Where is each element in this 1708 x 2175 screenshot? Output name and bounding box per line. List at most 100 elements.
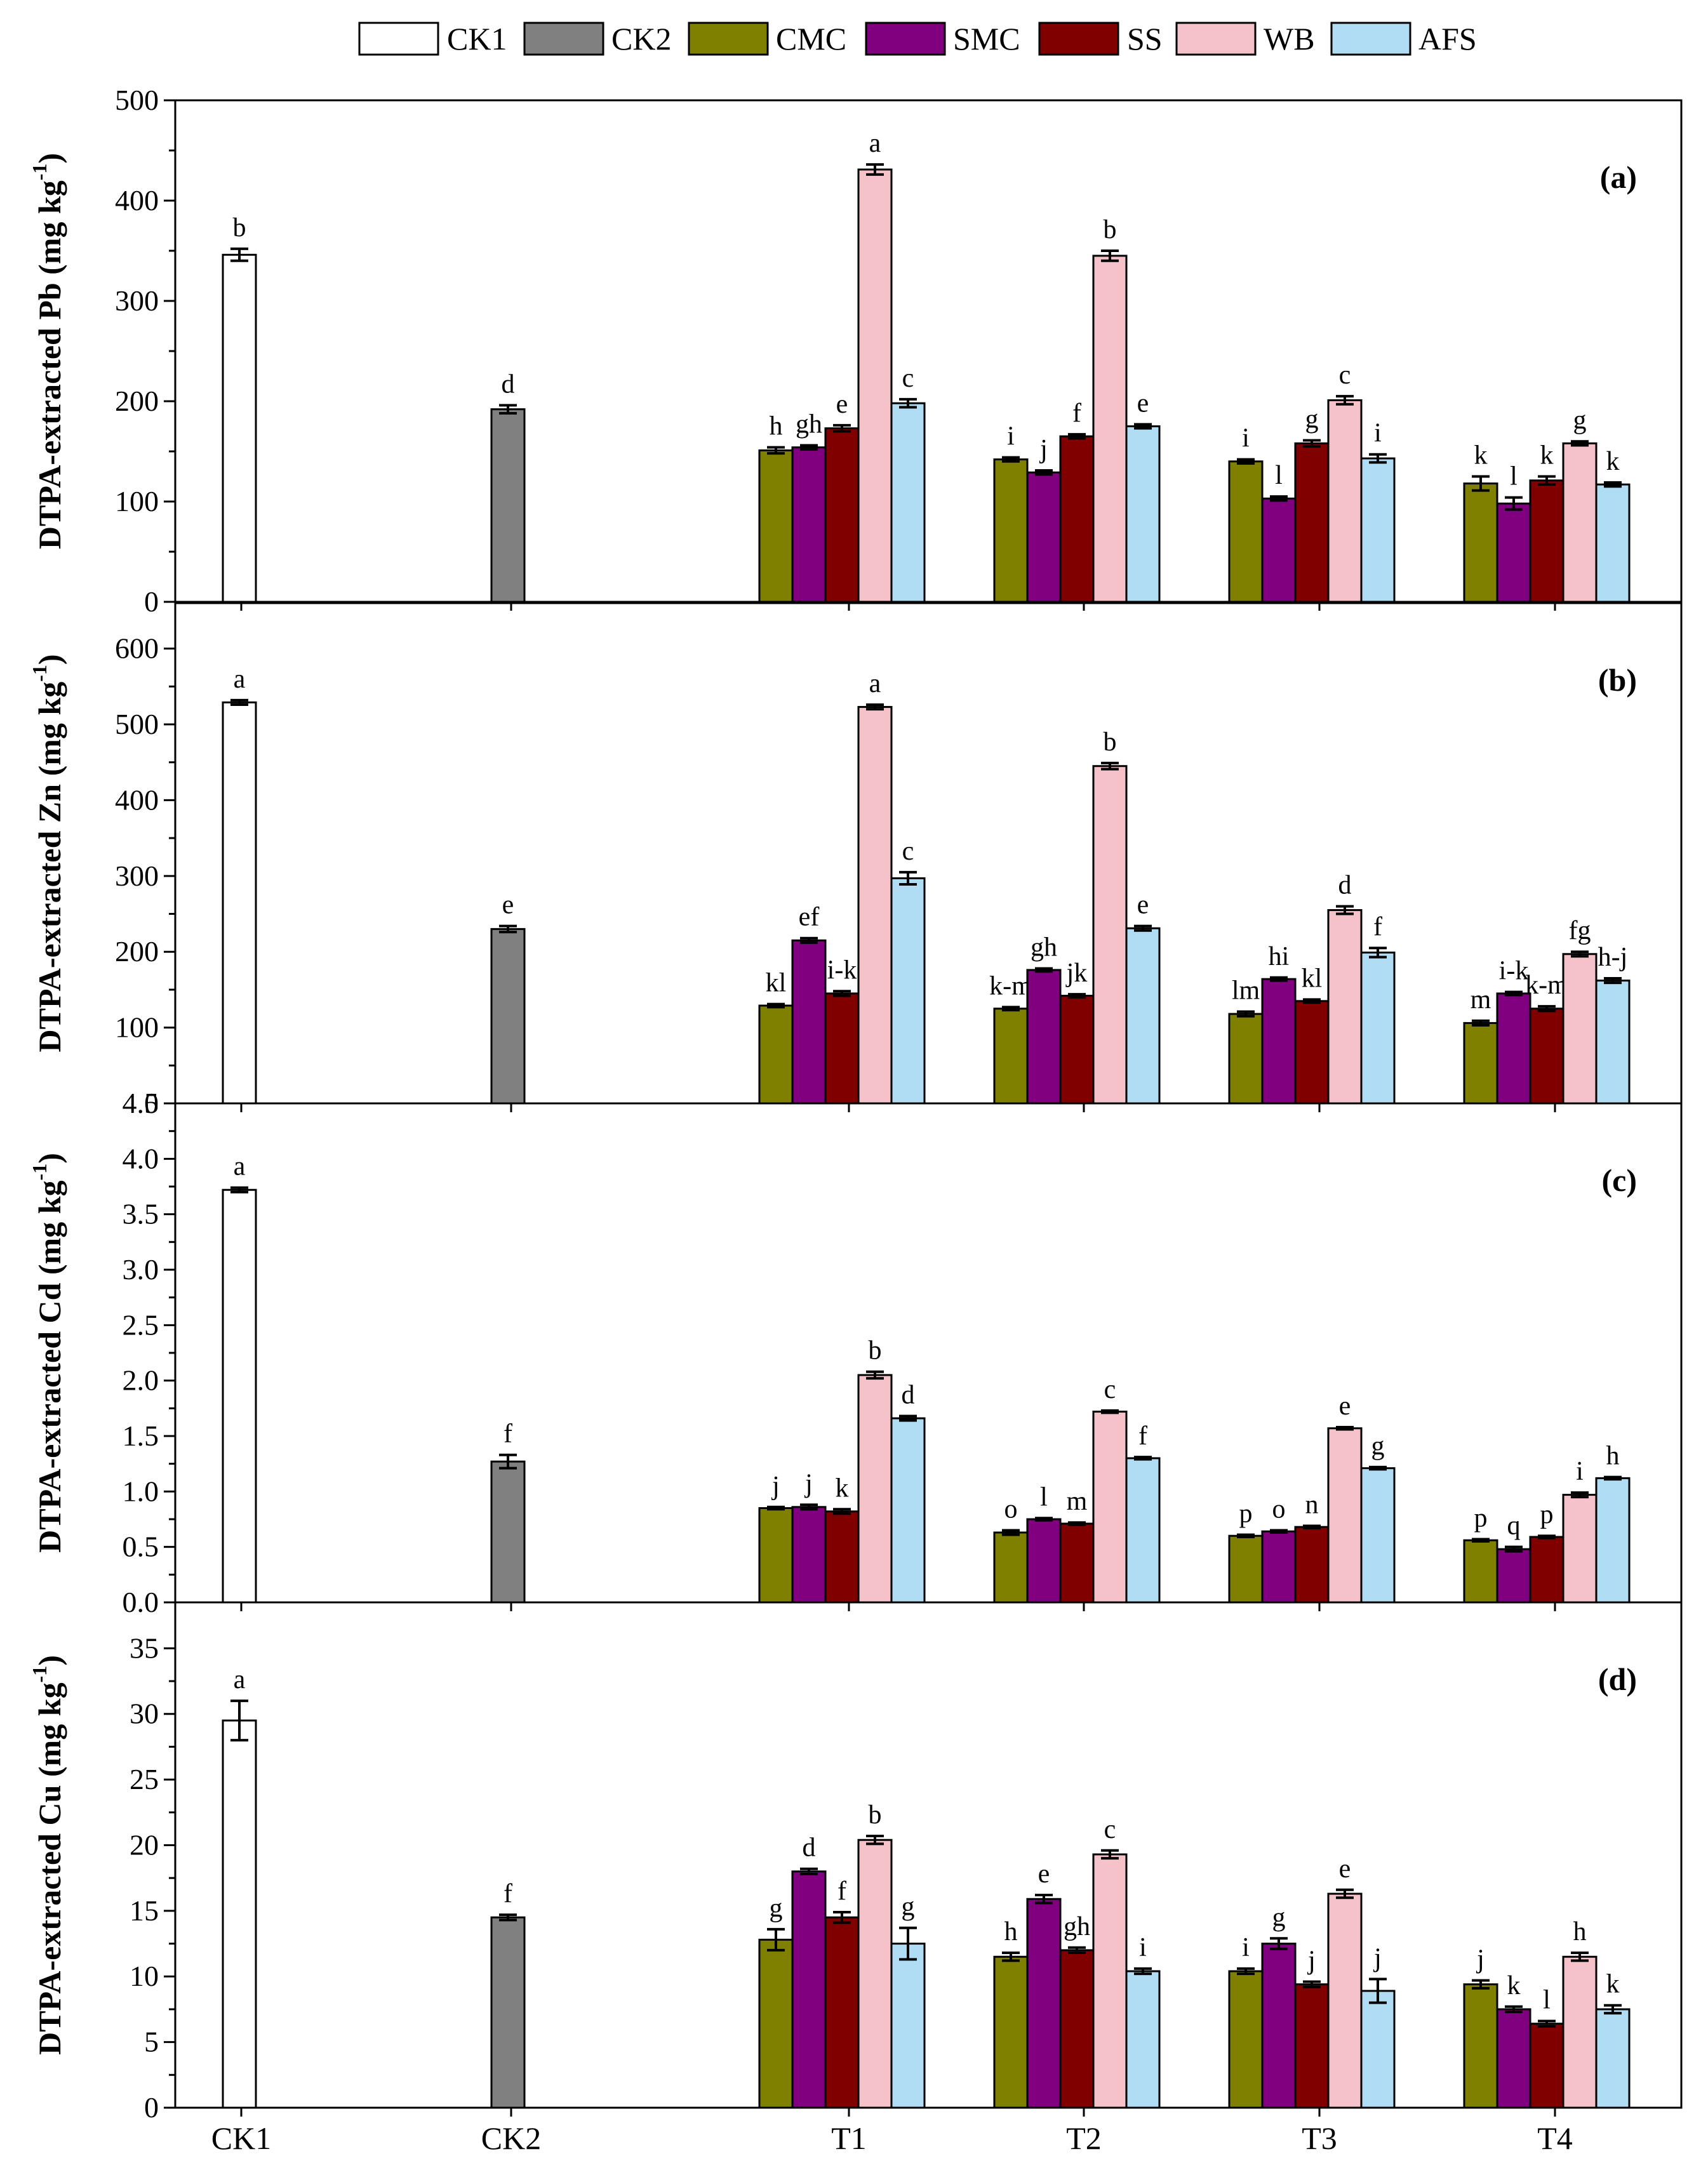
y-tick-label: 5 — [144, 2026, 159, 2058]
smc-t1-letter: ef — [799, 903, 820, 932]
cmc-t2-letter: h — [1004, 1917, 1018, 1946]
afs-t4-bar — [1595, 2008, 1631, 2109]
cmc-t1-letter: kl — [766, 969, 787, 998]
legend-label-smc: SMC — [953, 21, 1020, 57]
y-tick-label: 35 — [130, 1632, 159, 1664]
wb-t4-letter: fg — [1569, 916, 1591, 945]
smc-t2-bar — [1026, 969, 1062, 1105]
afs-t3-letter: g — [1371, 1432, 1385, 1461]
panel-d: 0 5 10 15 20 25 30 35 DTPA-extracted Cu (mg kg-1… — [28, 1601, 1683, 2124]
cmc-t2-letter: i — [1007, 422, 1015, 451]
ss-t3-bar — [1294, 1983, 1330, 2109]
y-tick-label: 300 — [115, 284, 159, 317]
y-axis-label-sup: -1 — [28, 164, 51, 181]
smc-t3-bar — [1261, 497, 1297, 603]
cmc-t4-letter: p — [1474, 1503, 1488, 1533]
smc-t2-letter: gh — [1031, 933, 1057, 962]
cmc-t4-bar — [1463, 1539, 1498, 1604]
ss-t3-bar — [1294, 1000, 1330, 1105]
legend-swatch-ck2 — [523, 22, 604, 56]
wb-t2-letter: b — [1104, 728, 1117, 757]
wb-t4-bar — [1562, 442, 1598, 603]
legend-label-ck1: CK1 — [447, 21, 507, 57]
y-tick-label: 100 — [115, 485, 159, 517]
cmc-t2-bar — [993, 1531, 1029, 1604]
afs-t2-letter: f — [1138, 1421, 1147, 1451]
cmc-t1-letter: j — [771, 1472, 780, 1501]
smc-t3-letter: l — [1275, 461, 1283, 490]
ss-t1-bar — [824, 992, 860, 1105]
y-tick-label: 200 — [115, 935, 159, 968]
ss-t2-letter: f — [1072, 399, 1081, 428]
y-axis-label-main: DTPA-extracted Pb (mg kg — [32, 180, 67, 549]
afs-t1-letter: c — [902, 837, 914, 866]
smc-t4-bar — [1496, 1548, 1531, 1604]
smc-t3-bar — [1261, 1943, 1297, 2109]
x-category-label: CK1 — [211, 2120, 271, 2156]
legend-label-ss: SS — [1127, 21, 1163, 57]
legend-label-ck2: CK2 — [611, 21, 671, 57]
cmc-t1-bar — [758, 1938, 794, 2109]
wb-t3-bar — [1327, 1892, 1363, 2109]
afs-t3-letter: j — [1373, 1943, 1382, 1972]
ss-t2-bar — [1059, 435, 1095, 603]
afs-t2-letter: i — [1139, 1933, 1147, 1962]
cmc-t1-bar — [758, 1004, 794, 1105]
y-axis-label-main: DTPA-extracted Zn (mg kg — [32, 682, 67, 1053]
smc-t3-letter: g — [1272, 1903, 1286, 1932]
smc-t3-letter: hi — [1269, 942, 1290, 971]
x-axis: CK1 CK2 T1 T2 T3 T4 — [211, 2120, 1573, 2156]
cmc-t2-bar — [993, 1008, 1029, 1105]
afs-t4-letter: h-j — [1598, 943, 1628, 972]
ss-t3-letter: j — [1307, 1946, 1316, 1976]
smc-t2-letter: e — [1038, 1859, 1050, 1889]
afs-t3-bar — [1360, 457, 1396, 603]
wb-t3-letter: e — [1339, 1854, 1351, 1884]
afs-t3-letter: f — [1373, 912, 1382, 941]
x-category-label: T3 — [1302, 2120, 1337, 2156]
afs-t1-letter: c — [902, 364, 914, 393]
panel-b: 0 100 200 300 400 500 600 DTPA-extracted Zn (mg… — [28, 602, 1683, 1119]
ss-t4-bar — [1529, 1008, 1565, 1105]
wb-t1-bar — [857, 168, 893, 603]
cmc-t3-bar — [1228, 1534, 1264, 1604]
wb-t1-bar — [857, 1374, 893, 1604]
panel-label: (b) — [1598, 662, 1637, 698]
cmc-t4-bar — [1463, 482, 1498, 603]
y-tick-label: 20 — [130, 1828, 159, 1861]
cmc-t4-bar — [1463, 1021, 1498, 1105]
y-tick-label: 600 — [115, 632, 159, 665]
smc-t4-letter: l — [1510, 462, 1518, 491]
ck1-letter: a — [234, 1665, 246, 1694]
smc-t4-bar — [1496, 992, 1531, 1105]
cmc-t2-bar — [993, 1955, 1029, 2109]
ss-t1-bar — [824, 1916, 860, 2109]
ss-t1-letter: f — [837, 1877, 846, 1906]
cmc-t1-bar — [758, 1507, 794, 1604]
panel-label: (a) — [1600, 159, 1637, 195]
y-axis-label: DTPA-extracted Zn (mg kg-1) — [28, 654, 67, 1052]
ck2-letter: e — [502, 891, 514, 920]
cmc-t3-letter: i — [1242, 424, 1250, 453]
ck2-bar — [490, 408, 526, 603]
smc-t1-bar — [791, 446, 827, 603]
y-tick-label: 30 — [130, 1698, 159, 1730]
ck1-bar — [222, 701, 257, 1105]
cmc-t3-letter: lm — [1232, 976, 1260, 1006]
y-axis-label-main: DTPA-extracted Cd (mg kg — [32, 1180, 67, 1552]
ss-t3-bar — [1294, 1526, 1330, 1604]
smc-t2-bar — [1026, 1518, 1062, 1604]
afs-t3-bar — [1360, 951, 1396, 1105]
smc-t4-letter: q — [1507, 1512, 1521, 1541]
afs-t2-letter: e — [1137, 891, 1149, 920]
y-tick-label: 10 — [130, 1960, 159, 1992]
smc-t1-bar — [791, 939, 827, 1105]
legend-label-wb: WB — [1264, 21, 1315, 57]
y-tick-label: 3.5 — [123, 1198, 159, 1230]
cmc-t4-bar — [1463, 1983, 1498, 2109]
y-tick-label: 3.0 — [123, 1253, 159, 1286]
wb-t4-bar — [1562, 1955, 1598, 2109]
smc-t1-letter: d — [803, 1833, 816, 1863]
ck2-letter: f — [504, 1420, 512, 1449]
